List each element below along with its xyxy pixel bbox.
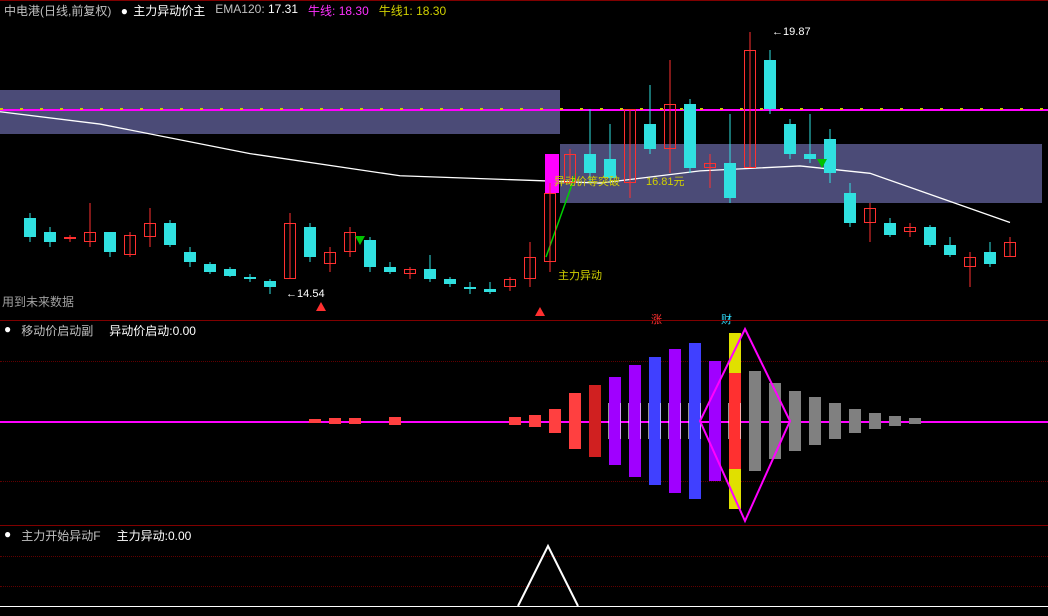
candle[interactable] — [924, 1, 936, 321]
candle[interactable] — [624, 1, 636, 321]
signal-arrow-up — [535, 307, 545, 316]
candle[interactable] — [804, 1, 816, 321]
candle[interactable] — [24, 1, 36, 321]
bull-line: 牛线: 18.30 — [308, 2, 369, 19]
candle[interactable] — [644, 1, 656, 321]
diamond-outline — [0, 321, 1048, 526]
candle[interactable] — [424, 1, 436, 321]
candle[interactable] — [304, 1, 316, 321]
price-label: ← 14.54 — [286, 288, 325, 300]
signal-panel[interactable]: ● 主力开始异动F 主力异动:0.00 — [0, 525, 1048, 615]
candle[interactable] — [84, 1, 96, 321]
sub1-title: 移动价启动副 — [21, 322, 93, 339]
candle[interactable] — [1004, 1, 1016, 321]
candle[interactable] — [484, 1, 496, 321]
candle[interactable] — [364, 1, 376, 321]
candle[interactable] — [344, 1, 356, 321]
candle[interactable] — [544, 1, 556, 321]
candle[interactable] — [104, 1, 116, 321]
bull-line-1: 牛线1: 18.30 — [379, 2, 446, 19]
candle[interactable] — [44, 1, 56, 321]
candle[interactable] — [704, 1, 716, 321]
candle[interactable] — [504, 1, 516, 321]
candle[interactable] — [784, 1, 796, 321]
candle[interactable] — [164, 1, 176, 321]
sub2-header: ● 主力开始异动F 主力异动:0.00 — [4, 527, 191, 544]
candle[interactable] — [964, 1, 976, 321]
candle[interactable] — [684, 1, 696, 321]
candle[interactable] — [324, 1, 336, 321]
candle[interactable] — [764, 1, 776, 321]
candle[interactable] — [384, 1, 396, 321]
main-panel-header: 中电港(日线,前复权) ● 主力异动价主 EMA120: 17.31 牛线: 1… — [4, 2, 446, 19]
candle[interactable] — [664, 1, 676, 321]
candle[interactable] — [264, 1, 276, 321]
candle[interactable] — [524, 1, 536, 321]
candle[interactable] — [404, 1, 416, 321]
candle[interactable] — [864, 1, 876, 321]
candle[interactable] — [64, 1, 76, 321]
signal-arrow-down — [355, 236, 365, 245]
candle[interactable] — [884, 1, 896, 321]
ema-indicator: EMA120: 17.31 — [215, 2, 298, 19]
candle[interactable] — [204, 1, 216, 321]
chart-annotation: 16.81元 — [646, 173, 685, 189]
candle[interactable] — [724, 1, 736, 321]
chart-annotation: 主力异动 — [558, 267, 602, 283]
future-data-note: 用到未来数据 — [2, 293, 74, 310]
candle[interactable] — [144, 1, 156, 321]
candle[interactable] — [604, 1, 616, 321]
sub2-title: 主力开始异动F — [21, 527, 100, 544]
candle[interactable] — [224, 1, 236, 321]
stock-name: 中电港(日线,前复权) ● 主力异动价主 — [4, 2, 205, 19]
candle[interactable] — [744, 1, 756, 321]
price-label: ← 19.87 — [772, 26, 811, 38]
sub1-header: ● 移动价启动副 异动价启动:0.00 — [4, 322, 196, 339]
candle[interactable] — [184, 1, 196, 321]
sub1-chart-area[interactable] — [0, 321, 1048, 525]
main-chart-area[interactable]: ← 14.54← 19.87异动价等突破主力异动16.81元用到未来数据涨财 — [0, 1, 1048, 320]
momentum-indicator-panel[interactable]: ● 移动价启动副 异动价启动:0.00 — [0, 320, 1048, 525]
candle[interactable] — [464, 1, 476, 321]
candle[interactable] — [944, 1, 956, 321]
candle[interactable] — [124, 1, 136, 321]
candle[interactable] — [984, 1, 996, 321]
candle[interactable] — [444, 1, 456, 321]
candle[interactable] — [904, 1, 916, 321]
signal-arrow-down — [817, 159, 827, 168]
candle[interactable] — [284, 1, 296, 321]
main-candlestick-panel[interactable]: 中电港(日线,前复权) ● 主力异动价主 EMA120: 17.31 牛线: 1… — [0, 0, 1048, 320]
chart-annotation: 异动价等突破 — [554, 173, 620, 189]
candle[interactable] — [844, 1, 856, 321]
signal-arrow-up — [316, 302, 326, 311]
candle[interactable] — [244, 1, 256, 321]
